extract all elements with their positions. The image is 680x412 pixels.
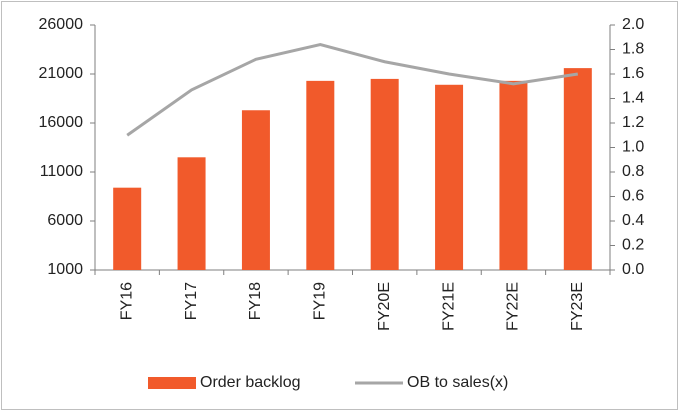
bar	[435, 84, 464, 270]
y-tick-label: 26000	[39, 16, 84, 33]
bar	[177, 157, 206, 270]
y2-tick-label: 2.0	[622, 16, 644, 33]
y2-tick-label: 0.8	[622, 163, 644, 180]
bar	[113, 187, 142, 270]
legend-label: Order backlog	[200, 374, 301, 391]
y2-tick-label: 1.6	[622, 65, 644, 82]
y2-tick-label: 1.8	[622, 41, 644, 58]
line	[126, 43, 579, 137]
x-tick-label: FY17	[183, 282, 200, 320]
bar	[306, 80, 335, 270]
y2-tick-label: 1.4	[622, 90, 644, 107]
y2-tick-label: 0.0	[622, 261, 644, 278]
y-tick-label: 16000	[39, 114, 84, 131]
y-tick-label: 21000	[39, 65, 84, 82]
y2-tick-label: 1.0	[622, 139, 644, 156]
x-tick-label: FY19	[312, 282, 329, 320]
bar	[499, 80, 528, 270]
bar	[370, 78, 399, 271]
x-tick-label: FY21E	[440, 282, 457, 331]
x-tick-label: FY22E	[505, 282, 522, 331]
bar	[241, 110, 270, 270]
y2-tick-label: 0.2	[622, 237, 644, 254]
x-tick-label: FY18	[247, 282, 264, 320]
y-tick-label: 6000	[47, 212, 83, 229]
bar	[563, 68, 592, 271]
x-tick-label: FY23E	[569, 282, 586, 331]
y2-tick-label: 0.4	[622, 212, 644, 229]
y2-tick-label: 0.6	[622, 188, 644, 205]
x-tick-label: FY20E	[376, 282, 393, 331]
y-tick-label: 11000	[40, 163, 83, 180]
y-tick-label: 1000	[47, 261, 83, 278]
x-tick-label: FY16	[118, 282, 135, 320]
legend-label: OB to sales(x)	[407, 374, 508, 391]
y2-tick-label: 1.2	[622, 114, 644, 131]
legend-swatch	[148, 377, 196, 389]
